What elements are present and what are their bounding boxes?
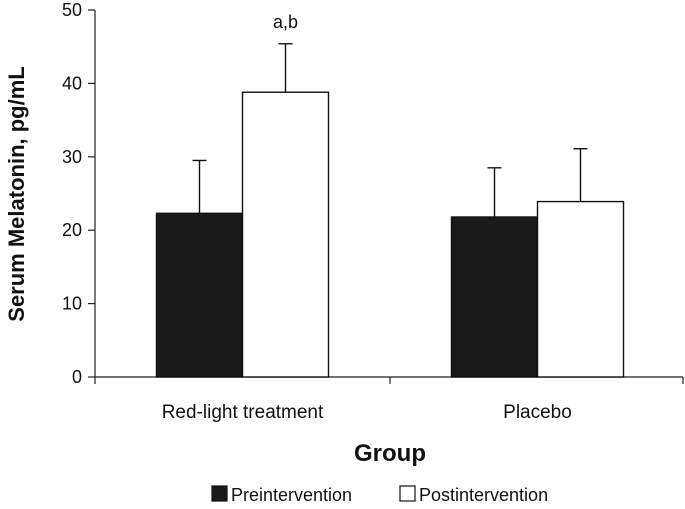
x-axis-title: Group [354, 440, 426, 467]
bar-pre-1 [450, 216, 539, 378]
y-tick-label: 30 [62, 147, 82, 167]
y-tick-label: 40 [62, 73, 82, 93]
bar-post-1 [536, 200, 625, 378]
legend-label-1: Postintervention [419, 485, 548, 504]
x-tick-label: Placebo [503, 402, 572, 423]
significance-annotation: a,b [273, 12, 298, 32]
y-tick-label: 20 [62, 220, 82, 240]
y-tick-label: 10 [62, 294, 82, 314]
labels-group: Red-light treatment Placebo a,b [162, 12, 572, 423]
x-tick-label: Red-light treatment [162, 402, 324, 423]
legend: Preintervention Postintervention [211, 485, 548, 505]
legend-swatch-1 [399, 485, 416, 502]
bars-group [155, 91, 625, 378]
y-tick-label: 50 [62, 0, 82, 20]
bar-post-0 [241, 91, 330, 378]
y-axis-title: Serum Melatonin, pg/mL [4, 66, 29, 321]
legend-label-0: Preintervention [231, 485, 352, 504]
bar-pre-0 [155, 212, 244, 378]
error-bars-group [192, 43, 588, 217]
y-tick-label: 0 [72, 367, 82, 387]
legend-swatch-0 [211, 485, 228, 502]
